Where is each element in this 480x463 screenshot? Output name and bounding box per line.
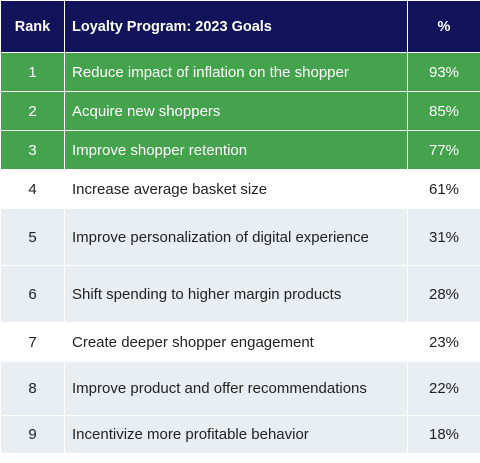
table-row: 5 Improve personalization of digital exp… (0, 208, 480, 266)
table-row: 1 Reduce impact of inflation on the shop… (0, 52, 480, 92)
table-row: 2 Acquire new shoppers 85% (0, 91, 480, 131)
rank-cell: 1 (0, 52, 65, 92)
table-header-row: Rank Loyalty Program: 2023 Goals % (0, 0, 480, 53)
goal-cell: Improve product and offer recommendation… (64, 361, 408, 416)
percent-cell: 28% (407, 265, 480, 323)
rank-cell: 9 (0, 415, 65, 454)
table-row: 8 Improve product and offer recommendati… (0, 361, 480, 416)
percent-cell: 23% (407, 322, 480, 362)
rank-cell: 6 (0, 265, 65, 323)
goal-cell: Reduce impact of inflation on the shoppe… (64, 52, 408, 92)
rank-cell: 7 (0, 322, 65, 362)
goal-cell: Improve shopper retention (64, 130, 408, 170)
table-row: 9 Incentivize more profitable behavior 1… (0, 415, 480, 454)
table-row: 3 Improve shopper retention 77% (0, 130, 480, 170)
percent-cell: 31% (407, 208, 480, 266)
rank-cell: 8 (0, 361, 65, 416)
percent-cell: 93% (407, 52, 480, 92)
rank-cell: 2 (0, 91, 65, 131)
goal-cell: Incentivize more profitable behavior (64, 415, 408, 454)
table-row: 6 Shift spending to higher margin produc… (0, 265, 480, 323)
column-header-goal: Loyalty Program: 2023 Goals (64, 0, 408, 53)
rank-cell: 4 (0, 169, 65, 209)
goal-cell: Acquire new shoppers (64, 91, 408, 131)
goal-cell: Shift spending to higher margin products (64, 265, 408, 323)
table-row: 4 Increase average basket size 61% (0, 169, 480, 209)
column-header-rank: Rank (0, 0, 65, 53)
goal-cell: Improve personalization of digital exper… (64, 208, 408, 266)
percent-cell: 18% (407, 415, 480, 454)
percent-cell: 85% (407, 91, 480, 131)
percent-cell: 77% (407, 130, 480, 170)
percent-cell: 61% (407, 169, 480, 209)
rank-cell: 3 (0, 130, 65, 170)
percent-cell: 22% (407, 361, 480, 416)
table-row: 7 Create deeper shopper engagement 23% (0, 322, 480, 362)
column-header-percent: % (407, 0, 480, 53)
goal-cell: Create deeper shopper engagement (64, 322, 408, 362)
goal-cell: Increase average basket size (64, 169, 408, 209)
rank-cell: 5 (0, 208, 65, 266)
